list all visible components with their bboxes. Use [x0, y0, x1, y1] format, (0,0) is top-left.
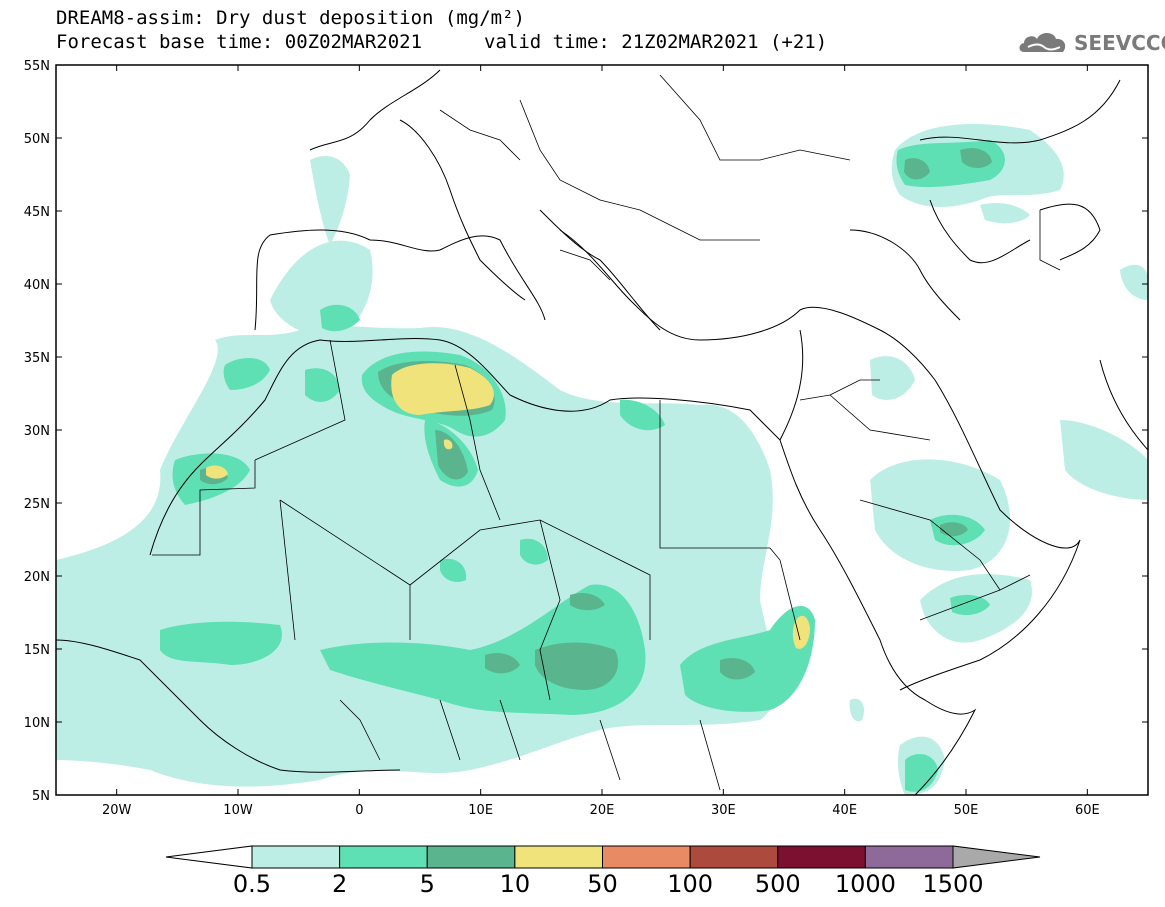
lat-tick-label: 20N: [24, 570, 50, 585]
lat-tick-label: 50N: [24, 132, 50, 147]
colorbar-label: 10: [500, 870, 531, 898]
colorbar-segment: [251, 845, 341, 869]
colorbar-label: 1000: [835, 870, 896, 898]
lon-tick-label: 10W: [223, 803, 253, 818]
lon-tick-label: 10E: [468, 803, 493, 818]
lat-tick-label: 35N: [24, 351, 50, 366]
lat-tick-label: 10N: [24, 716, 50, 731]
colorbar-segment: [689, 845, 779, 869]
lat-tick-label: 25N: [24, 497, 50, 512]
lat-tick-label: 5N: [32, 789, 50, 804]
colorbar-segment: [339, 845, 428, 869]
country-borders: [152, 74, 1061, 791]
map-frame: [55, 64, 1149, 796]
grid-ticks-inner: [56, 65, 1148, 795]
colorbar-under-arrow: [165, 845, 253, 869]
colorbar-segment: [426, 845, 516, 869]
colorbar-label: 1500: [922, 870, 983, 898]
colorbar-segment: [602, 845, 691, 869]
colorbar-segment: [864, 845, 954, 869]
lon-tick-label: 20E: [590, 803, 615, 818]
dust-level-yellow: [206, 363, 810, 649]
seevccc-logo: SEEVCCC: [1016, 26, 1165, 58]
title-line-1: DREAM8-assim: Dry dust deposition (mg/m²…: [56, 7, 525, 29]
lon-tick-label: 30E: [711, 803, 736, 818]
colorbar: 0.5 2 5 10 50 100 500 1000 1500: [165, 845, 1041, 898]
cloud-icon: [1019, 33, 1066, 52]
title-valid-time: valid time: 21Z02MAR2021 (+21): [484, 31, 828, 53]
lat-tick-label: 15N: [24, 643, 50, 658]
lon-tick-label: 40E: [832, 803, 857, 818]
colorbar-label: 5: [420, 870, 435, 898]
lat-tick-label: 40N: [24, 278, 50, 293]
latitude-labels: 5N 10N 15N 20N 25N 30N 35N 40N 45N 50N 55N: [24, 59, 50, 804]
lon-tick-label: 50E: [954, 803, 979, 818]
longitude-labels: 20W 10W 0 10E 20E 30E 40E 50E 60E: [102, 803, 1100, 818]
colorbar-label: 50: [587, 870, 618, 898]
lat-tick-label: 30N: [24, 424, 50, 439]
colorbar-label: 500: [755, 870, 801, 898]
lon-tick-label: 60E: [1075, 803, 1100, 818]
colorbar-over-arrow: [952, 845, 1041, 869]
logo-text: SEEVCCC: [1074, 31, 1165, 55]
colorbar-label: 100: [667, 870, 713, 898]
coastlines: [56, 69, 1148, 795]
map-plot-area: [56, 65, 1148, 795]
title-line-2: Forecast base time: 00Z02MAR2021: [56, 31, 423, 53]
colorbar-label: 0.5: [233, 870, 271, 898]
colorbar-segment: [777, 845, 866, 869]
colorbar-segment: [514, 845, 603, 869]
colorbar-label: 2: [332, 870, 347, 898]
lon-tick-label: 20W: [102, 803, 132, 818]
lon-tick-label: 0: [355, 803, 363, 818]
lat-tick-label: 45N: [24, 205, 50, 220]
lat-tick-label: 55N: [24, 59, 50, 74]
